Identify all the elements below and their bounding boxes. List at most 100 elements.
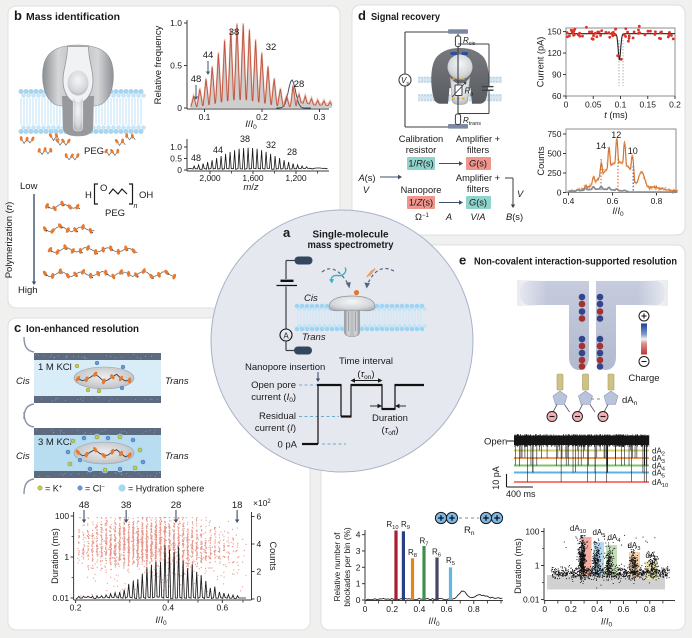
svg-text:I/I0​: I/I0​	[601, 617, 613, 629]
svg-text:I/I0​: I/I0​	[155, 615, 167, 627]
svg-text:0.8: 0.8	[644, 604, 656, 614]
svg-text:0: 0	[257, 594, 262, 604]
svg-text:B(s): B(s)	[506, 212, 523, 222]
svg-text:dA4​: dA4​	[607, 533, 621, 544]
svg-text:G(s): G(s)	[469, 198, 487, 208]
svg-text:Signal recovery: Signal recovery	[371, 11, 440, 23]
svg-text:500: 500	[547, 149, 561, 159]
svg-text:OH: OH	[139, 190, 153, 201]
svg-text:mass spectrometry: mass spectrometry	[308, 239, 394, 251]
svg-text:resistor: resistor	[406, 145, 436, 155]
svg-text:filters: filters	[467, 184, 490, 194]
svg-text:m/z: m/z	[243, 182, 259, 193]
svg-text:×102​: ×102​	[253, 498, 271, 508]
svg-text:28: 28	[171, 500, 182, 511]
svg-text:48: 48	[191, 153, 201, 163]
svg-text:1.0: 1.0	[170, 18, 182, 28]
svg-text:0.4: 0.4	[413, 604, 425, 614]
svg-text:32: 32	[266, 42, 277, 53]
svg-text:Cis: Cis	[16, 376, 30, 387]
svg-text:0.4: 0.4	[162, 603, 174, 613]
svg-text:18: 18	[232, 500, 243, 511]
svg-text:28: 28	[287, 147, 297, 157]
svg-text:100: 100	[525, 527, 539, 537]
svg-text:dA10​: dA10​	[570, 524, 586, 535]
svg-text:R8​: R8​	[408, 548, 417, 559]
svg-text:10 pA: 10 pA	[491, 466, 501, 490]
svg-text:Cis: Cis	[304, 293, 318, 304]
svg-text:2,000: 2,000	[199, 173, 221, 183]
svg-text:Relative number of: Relative number of	[333, 532, 342, 601]
svg-text:I/I0​: I/I0​	[428, 616, 440, 628]
svg-text:0: 0	[564, 100, 569, 110]
svg-text:filters: filters	[467, 145, 490, 155]
svg-text:0.3: 0.3	[314, 112, 326, 122]
svg-text:0: 0	[542, 604, 547, 614]
svg-text:0.2: 0.2	[565, 604, 577, 614]
svg-text:0.1: 0.1	[199, 112, 211, 122]
svg-text:Open pore: Open pore	[251, 380, 296, 391]
svg-text:Trans: Trans	[165, 376, 189, 387]
svg-text:Trans: Trans	[302, 332, 326, 343]
svg-text:Rn​: Rn​	[464, 525, 475, 537]
svg-text:38: 38	[240, 134, 250, 144]
svg-text:= K+​: = K+​	[45, 484, 63, 494]
svg-text:PEG: PEG	[105, 208, 125, 219]
svg-text:1/R(s): 1/R(s)	[408, 159, 433, 169]
svg-text:0: 0	[177, 165, 182, 175]
svg-text:H: H	[85, 190, 92, 201]
svg-text:Cis: Cis	[16, 451, 30, 462]
svg-text:2: 2	[356, 562, 361, 572]
svg-text:Single-molecule: Single-molecule	[313, 229, 389, 241]
svg-text:0.2: 0.2	[70, 603, 82, 613]
svg-text:0: 0	[177, 103, 182, 113]
svg-text:0.6: 0.6	[607, 196, 619, 206]
svg-text:10: 10	[628, 146, 638, 156]
svg-text:3: 3	[356, 546, 361, 556]
svg-text:2: 2	[257, 567, 262, 577]
svg-text:Current (pA): Current (pA)	[536, 37, 546, 88]
svg-text:Duration: Duration	[372, 413, 408, 424]
svg-text:0.01: 0.01	[523, 595, 540, 605]
svg-text:Amplifier +: Amplifier +	[456, 173, 500, 183]
svg-text:Mass identification: Mass identification	[26, 11, 120, 23]
svg-text:Duration (ms): Duration (ms)	[50, 528, 60, 584]
svg-text:c: c	[14, 320, 21, 335]
svg-text:Relative frequency: Relative frequency	[153, 25, 164, 104]
svg-text:R10​: R10​	[386, 520, 398, 531]
svg-text:R9​: R9​	[401, 520, 410, 531]
svg-text:0.2: 0.2	[256, 112, 268, 122]
svg-text:0.2: 0.2	[386, 604, 398, 614]
svg-text:100: 100	[55, 511, 69, 521]
svg-text:Trans: Trans	[165, 451, 189, 462]
svg-text:V/A: V/A	[471, 212, 486, 222]
svg-text:Non-covalent interaction-suppo: Non-covalent interaction-supported resol…	[474, 256, 677, 268]
svg-text:14: 14	[596, 141, 606, 151]
svg-text:0.6: 0.6	[216, 603, 228, 613]
svg-text:250: 250	[547, 168, 561, 178]
svg-text:G(s): G(s)	[469, 159, 487, 169]
svg-text:0: 0	[363, 604, 368, 614]
svg-text:Duration (ms): Duration (ms)	[513, 538, 523, 594]
svg-text:I/I0​: I/I0​	[612, 206, 624, 218]
svg-text:3 M KCl: 3 M KCl	[38, 437, 72, 448]
svg-text:0.01: 0.01	[53, 593, 70, 603]
svg-text:Polymerization (n): Polymerization (n)	[4, 202, 15, 279]
svg-text:Nanopore insertion: Nanopore insertion	[245, 362, 325, 373]
svg-text:Amplifier +: Amplifier +	[456, 134, 500, 144]
svg-text:current (I0​): current (I0​)	[251, 392, 296, 404]
svg-text:Counts: Counts	[536, 146, 546, 176]
svg-text:dA5​: dA5​	[652, 469, 665, 480]
svg-text:= Hydration sphere: = Hydration sphere	[128, 484, 204, 494]
svg-text:Rtrans​: Rtrans​	[463, 116, 481, 127]
svg-text:Ω−1​: Ω−1​	[415, 212, 429, 222]
svg-text:V: V	[363, 185, 370, 195]
svg-text:150: 150	[547, 27, 561, 37]
svg-text:Residual: Residual	[259, 411, 296, 422]
svg-text:1/Z(s): 1/Z(s)	[409, 198, 433, 208]
svg-text:28: 28	[294, 79, 305, 90]
svg-text:60: 60	[552, 91, 562, 101]
svg-text:400 ms: 400 ms	[506, 489, 536, 499]
svg-text:A: A	[445, 212, 452, 222]
svg-text:0: 0	[557, 188, 562, 198]
